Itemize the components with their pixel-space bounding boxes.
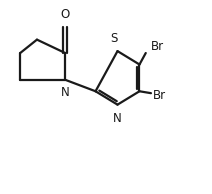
Text: S: S bbox=[111, 32, 118, 45]
Text: O: O bbox=[61, 9, 70, 22]
Text: Br: Br bbox=[151, 40, 164, 53]
Text: N: N bbox=[113, 112, 122, 125]
Text: Br: Br bbox=[153, 89, 166, 102]
Text: N: N bbox=[60, 86, 69, 99]
